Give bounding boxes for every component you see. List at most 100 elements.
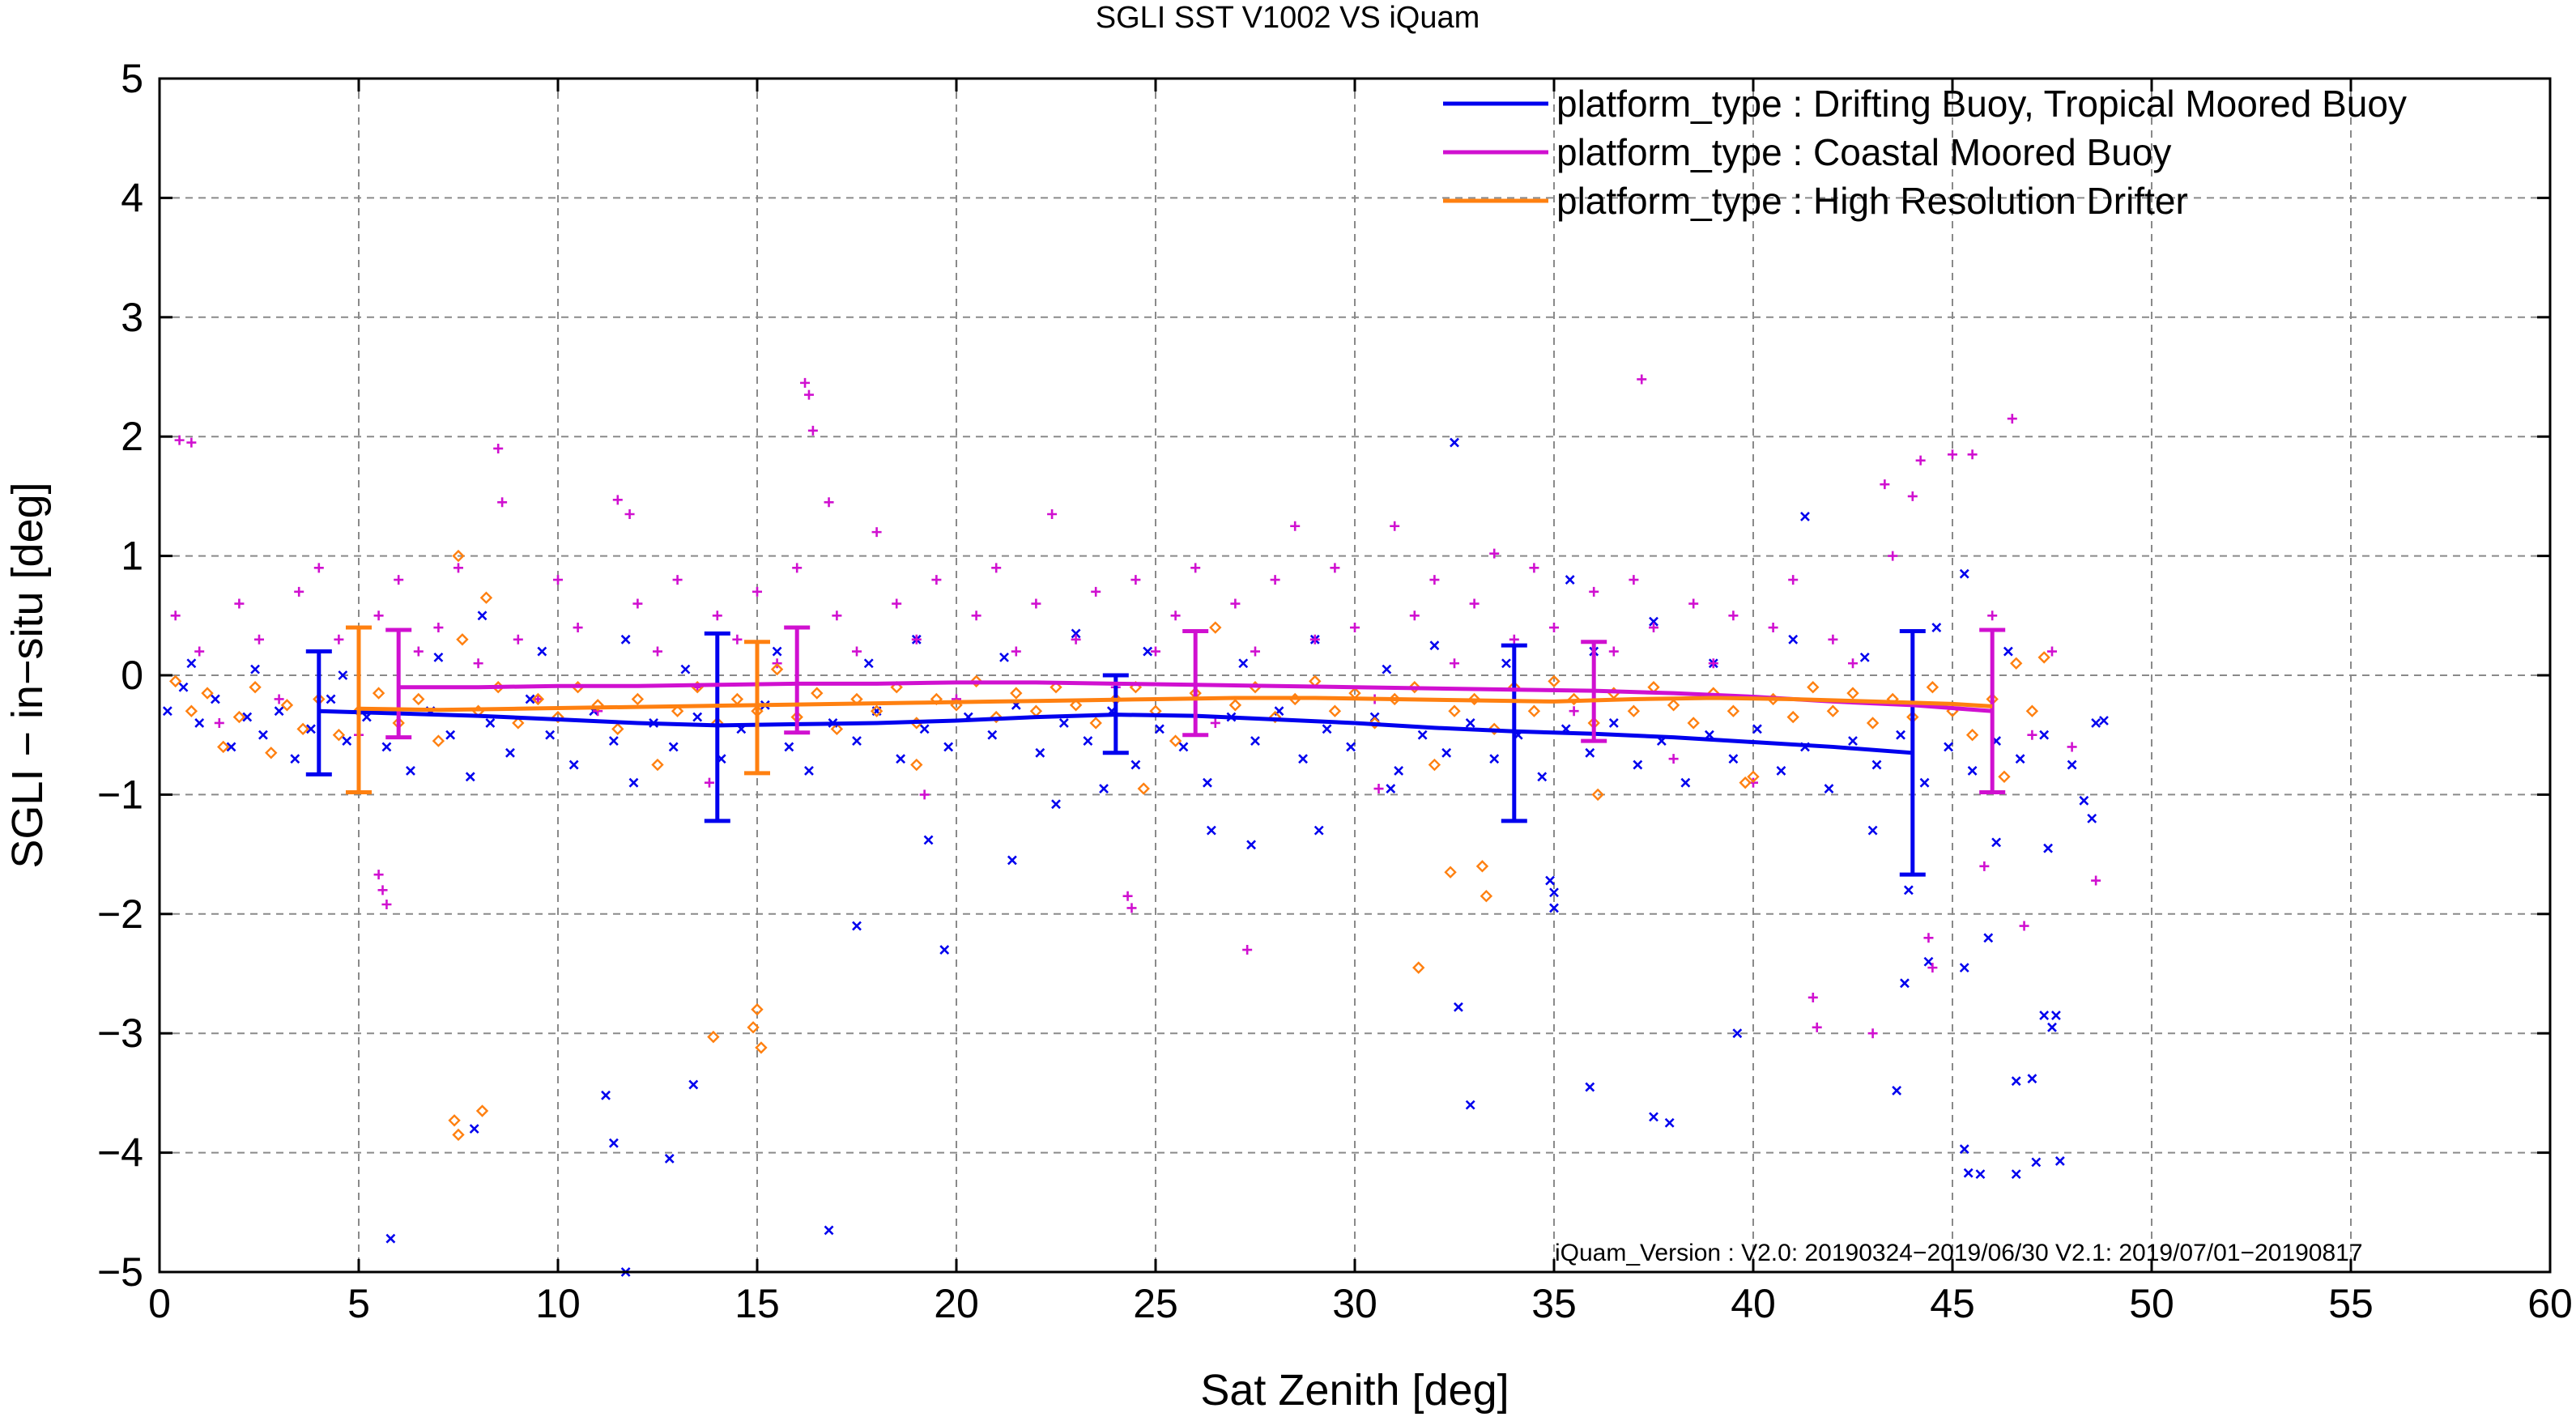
- data-point: [1627, 704, 1641, 717]
- data-point: [294, 586, 304, 597]
- data-point: [1412, 961, 1425, 974]
- data-point: [373, 870, 384, 880]
- data-point: [911, 634, 922, 645]
- data-point: [1126, 903, 1137, 913]
- data-point: [1944, 742, 1953, 752]
- data-point: [1888, 551, 1898, 561]
- data-point: [1786, 710, 1799, 724]
- data-point: [2031, 1157, 2042, 1168]
- data-point: [456, 633, 469, 646]
- x-tick-label: 10: [535, 1281, 581, 1326]
- data-point: [475, 1104, 489, 1117]
- data-point: [1826, 704, 1840, 717]
- data-point: [1382, 664, 1392, 674]
- data-point: [971, 611, 981, 621]
- data-point: [194, 718, 205, 728]
- data-point: [226, 742, 236, 752]
- data-point: [1151, 646, 1160, 657]
- data-point: [394, 575, 404, 585]
- data-point: [1649, 623, 1658, 633]
- data-point: [732, 634, 743, 645]
- data-point: [1328, 704, 1342, 717]
- y-tick-label: 5: [121, 56, 143, 101]
- x-tick-label: 15: [734, 1281, 780, 1326]
- data-series: [162, 374, 2109, 1277]
- error-bar: [305, 649, 332, 776]
- x-tick-label: 0: [148, 1281, 171, 1326]
- data-point: [987, 730, 998, 740]
- data-point: [1688, 598, 1699, 609]
- data-point: [1788, 575, 1799, 585]
- data-point: [186, 658, 197, 669]
- data-point: [707, 1030, 720, 1044]
- data-point: [939, 945, 950, 955]
- data-point: [1428, 758, 1441, 772]
- data-point: [1680, 777, 1691, 788]
- data-point: [1031, 598, 1041, 609]
- data-point: [1314, 825, 1324, 836]
- series-1-summary: [385, 625, 2006, 794]
- error-bar: [346, 625, 372, 794]
- data-point: [2037, 651, 2050, 664]
- data-point: [1386, 784, 1396, 793]
- data-point: [1747, 770, 1760, 783]
- data-point: [249, 681, 262, 694]
- data-point: [469, 1124, 479, 1134]
- data-point: [1828, 634, 1838, 645]
- x-tick-label: 5: [347, 1281, 370, 1326]
- y-tick-label: 2: [121, 414, 143, 459]
- y-tick-label: −3: [97, 1010, 143, 1056]
- data-point: [234, 598, 245, 609]
- data-point: [852, 736, 862, 746]
- error-bar: [784, 625, 811, 735]
- data-point: [1011, 646, 1021, 657]
- data-point: [1051, 799, 1061, 810]
- data-point: [1963, 1168, 1974, 1178]
- data-point: [1880, 479, 1890, 490]
- data-point: [513, 634, 523, 645]
- error-bar: [1501, 643, 1527, 823]
- data-point: [1919, 777, 1930, 788]
- data-point: [433, 623, 444, 633]
- data-point: [804, 766, 814, 776]
- data-point: [296, 722, 309, 736]
- data-point: [852, 921, 862, 931]
- data-point: [755, 1041, 768, 1054]
- data-point: [373, 611, 384, 621]
- data-point: [2091, 718, 2101, 728]
- data-point: [1035, 747, 1045, 758]
- data-point: [1637, 374, 1647, 385]
- data-point: [1866, 717, 1880, 730]
- data-point: [254, 634, 264, 645]
- data-point: [704, 777, 714, 788]
- data-point: [381, 742, 392, 752]
- data-point: [1991, 837, 2002, 848]
- data-point: [1965, 729, 1979, 742]
- data-point: [1465, 718, 1475, 728]
- data-point: [1270, 575, 1280, 585]
- data-point: [747, 1021, 760, 1034]
- data-point: [1246, 840, 1256, 850]
- data-point: [2025, 704, 2039, 717]
- data-point: [174, 435, 185, 445]
- data-point: [1330, 563, 1340, 573]
- data-point: [1444, 866, 1457, 879]
- data-point: [752, 586, 762, 597]
- data-point: [1667, 699, 1680, 712]
- data-point: [1776, 766, 1786, 776]
- data-point: [1450, 658, 1459, 669]
- data-point: [807, 425, 818, 436]
- data-point: [162, 706, 172, 717]
- data-point: [611, 722, 624, 736]
- data-point: [1728, 754, 1739, 764]
- data-point: [800, 377, 811, 388]
- data-point: [465, 772, 475, 782]
- legend: platform_type : Drifting Buoy, Tropical …: [1443, 83, 2407, 222]
- data-point: [1998, 770, 2011, 783]
- data-point: [664, 1154, 675, 1164]
- error-bar: [1899, 628, 1926, 877]
- data-point: [999, 652, 1009, 662]
- data-point: [1728, 611, 1739, 621]
- data-point: [824, 497, 834, 508]
- data-point: [2079, 795, 2089, 806]
